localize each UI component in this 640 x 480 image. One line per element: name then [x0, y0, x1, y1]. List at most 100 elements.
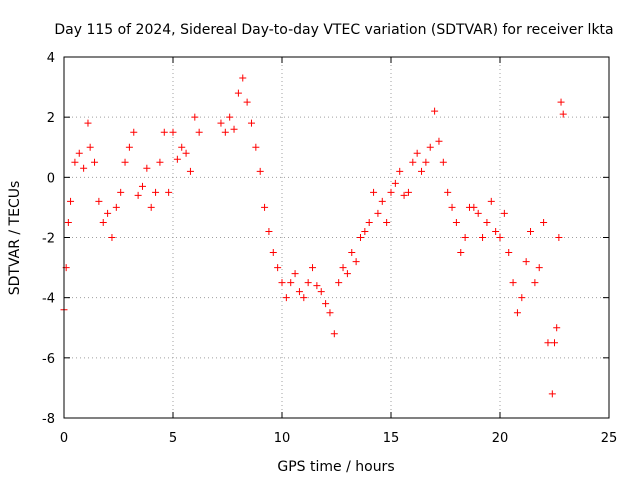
y-tick-label: -2 [42, 232, 55, 247]
data-point [535, 264, 543, 272]
data-point [396, 167, 404, 175]
data-point [370, 188, 378, 196]
data-point [383, 218, 391, 226]
data-point [287, 279, 295, 287]
data-point [86, 143, 94, 151]
data-point [422, 158, 430, 166]
data-point [509, 279, 517, 287]
data-point [234, 89, 242, 97]
data-point [182, 149, 190, 157]
axis-ticks: 0 5 10 15 20 25 -8 -6 -4 -2 0 2 4 [42, 51, 617, 446]
data-point [67, 197, 75, 205]
data-point [165, 188, 173, 196]
data-point [555, 234, 563, 241]
data-point [461, 234, 469, 241]
data-point [191, 113, 199, 121]
y-axis-label: SDTVAR / TECUs [7, 181, 23, 296]
data-point [152, 188, 160, 196]
grid [64, 57, 609, 418]
data-point [431, 107, 439, 115]
data-point [309, 264, 317, 272]
data-point [230, 125, 238, 133]
data-point [492, 227, 500, 235]
data-point [387, 188, 395, 196]
data-point [505, 249, 513, 257]
data-point [374, 209, 382, 217]
data-point [531, 279, 539, 287]
data-point [404, 188, 412, 196]
data-point [80, 164, 88, 172]
data-point [348, 249, 356, 257]
data-point [160, 128, 168, 136]
data-point [474, 209, 482, 217]
data-point [544, 339, 552, 347]
y-tick-label: 0 [47, 171, 55, 186]
data-point [487, 197, 495, 205]
data-point [99, 218, 107, 226]
x-tick-label: 0 [60, 431, 68, 446]
data-point [71, 158, 79, 166]
data-point [295, 288, 303, 296]
data-point [444, 188, 452, 196]
data-point [557, 98, 565, 106]
data-point [291, 270, 299, 278]
data-point [540, 218, 548, 226]
data-point [378, 197, 386, 205]
data-point [134, 191, 142, 199]
data-point [500, 209, 508, 217]
data-point [261, 203, 269, 211]
data-point [553, 324, 561, 332]
data-point [304, 279, 312, 287]
data-point [522, 258, 530, 266]
data-point [335, 279, 343, 287]
data-point [138, 182, 146, 190]
data-point [252, 143, 260, 151]
data-point [496, 234, 504, 241]
data-point [352, 258, 360, 266]
data-point [439, 158, 447, 166]
y-tick-label: 2 [47, 111, 55, 126]
data-point [548, 390, 556, 398]
data-point [322, 300, 330, 308]
data-point [317, 288, 325, 296]
data-point [84, 119, 92, 127]
data-point [256, 167, 264, 175]
data-point [117, 188, 125, 196]
data-point [400, 191, 408, 199]
data-point [413, 149, 421, 157]
data-series [60, 74, 567, 398]
data-point [178, 143, 186, 151]
data-point [448, 203, 456, 211]
y-tick-label: -6 [42, 352, 55, 367]
data-point [361, 227, 369, 235]
data-point [479, 234, 487, 241]
data-point [452, 218, 460, 226]
data-point [269, 249, 277, 257]
data-point [470, 203, 478, 211]
data-point [426, 143, 434, 151]
x-tick-label: 20 [492, 431, 509, 446]
y-tick-label: 4 [47, 51, 55, 66]
data-point [483, 218, 491, 226]
data-point [282, 294, 290, 302]
data-point [130, 128, 138, 136]
x-tick-label: 10 [274, 431, 291, 446]
x-tick-label: 15 [383, 431, 400, 446]
data-point [121, 158, 129, 166]
x-tick-label: 5 [169, 431, 177, 446]
data-point [217, 119, 225, 127]
data-point [343, 270, 351, 278]
data-point [409, 158, 417, 166]
data-point [457, 249, 465, 257]
y-tick-label: -4 [42, 292, 55, 307]
chart-title: Day 115 of 2024, Sidereal Day-to-day VTE… [54, 22, 613, 38]
data-point [173, 155, 181, 163]
data-point [278, 279, 286, 287]
data-point [195, 128, 203, 136]
data-point [527, 227, 535, 235]
data-point [112, 203, 120, 211]
data-point [313, 282, 321, 290]
data-point [95, 197, 103, 205]
data-point [169, 128, 177, 136]
